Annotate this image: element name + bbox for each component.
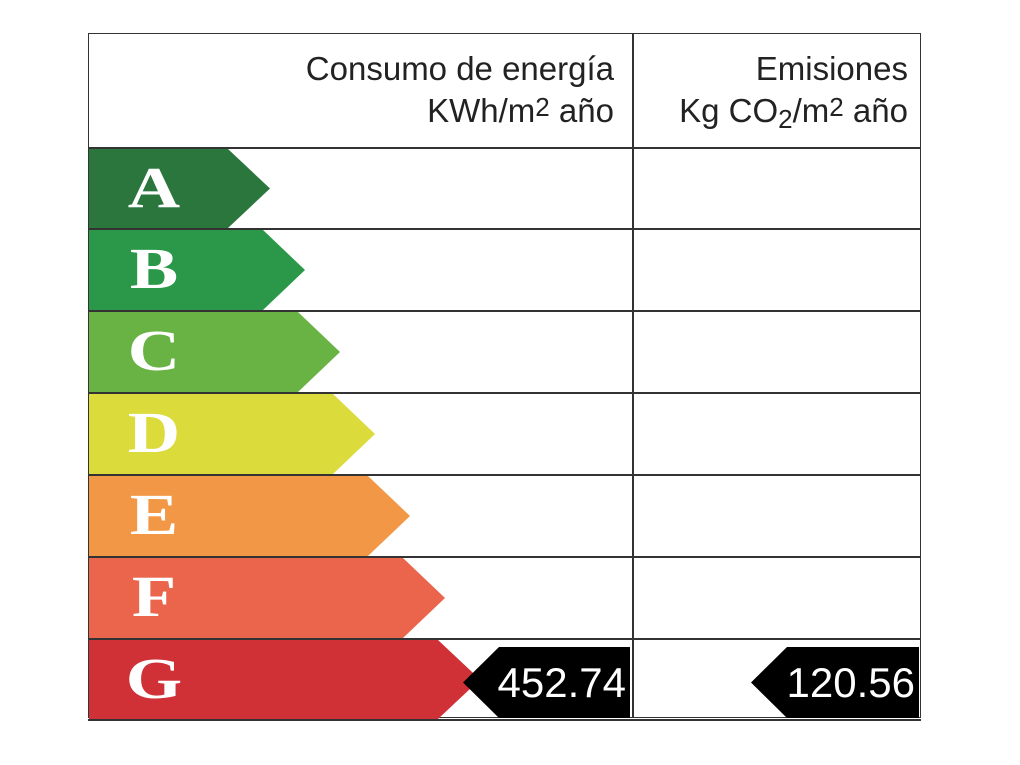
column-divider <box>632 33 634 718</box>
emissions-unit: Kg CO2/m2 año <box>679 92 908 134</box>
rating-letter: A <box>127 155 181 220</box>
row-divider <box>88 310 921 312</box>
emissions-title: Emisiones <box>755 50 908 87</box>
row-divider <box>88 719 921 721</box>
row-divider <box>88 474 921 476</box>
rating-arrow-b <box>89 229 305 310</box>
row-divider <box>88 228 921 230</box>
rating-arrow-a <box>89 148 270 228</box>
energy-title: Consumo de energía <box>305 50 614 87</box>
rating-arrow-d <box>89 393 375 474</box>
row-divider <box>88 147 921 149</box>
rating-letter: B <box>129 236 179 301</box>
row-divider <box>88 638 921 640</box>
row-divider <box>88 392 921 394</box>
rating-letter: F <box>131 564 177 629</box>
rating-arrow-f <box>89 557 445 638</box>
row-divider <box>88 556 921 558</box>
rating-arrow-e <box>89 475 410 556</box>
rating-letter: G <box>125 646 183 711</box>
emissions-header: Emisiones Kg CO2/m2 año <box>640 48 908 132</box>
energy-header: Consumo de energía KWh/m2 año <box>100 48 614 132</box>
rating-arrow-c <box>89 311 340 392</box>
rating-letter: E <box>129 482 179 547</box>
rating-letter: D <box>127 400 181 465</box>
energy-value-badge: 452.74 <box>463 647 630 718</box>
energy-unit: KWh/m2 año <box>427 92 614 129</box>
rating-letter: C <box>127 318 181 383</box>
emissions-value-badge: 120.56 <box>751 647 919 718</box>
rating-arrow-g <box>89 639 480 719</box>
